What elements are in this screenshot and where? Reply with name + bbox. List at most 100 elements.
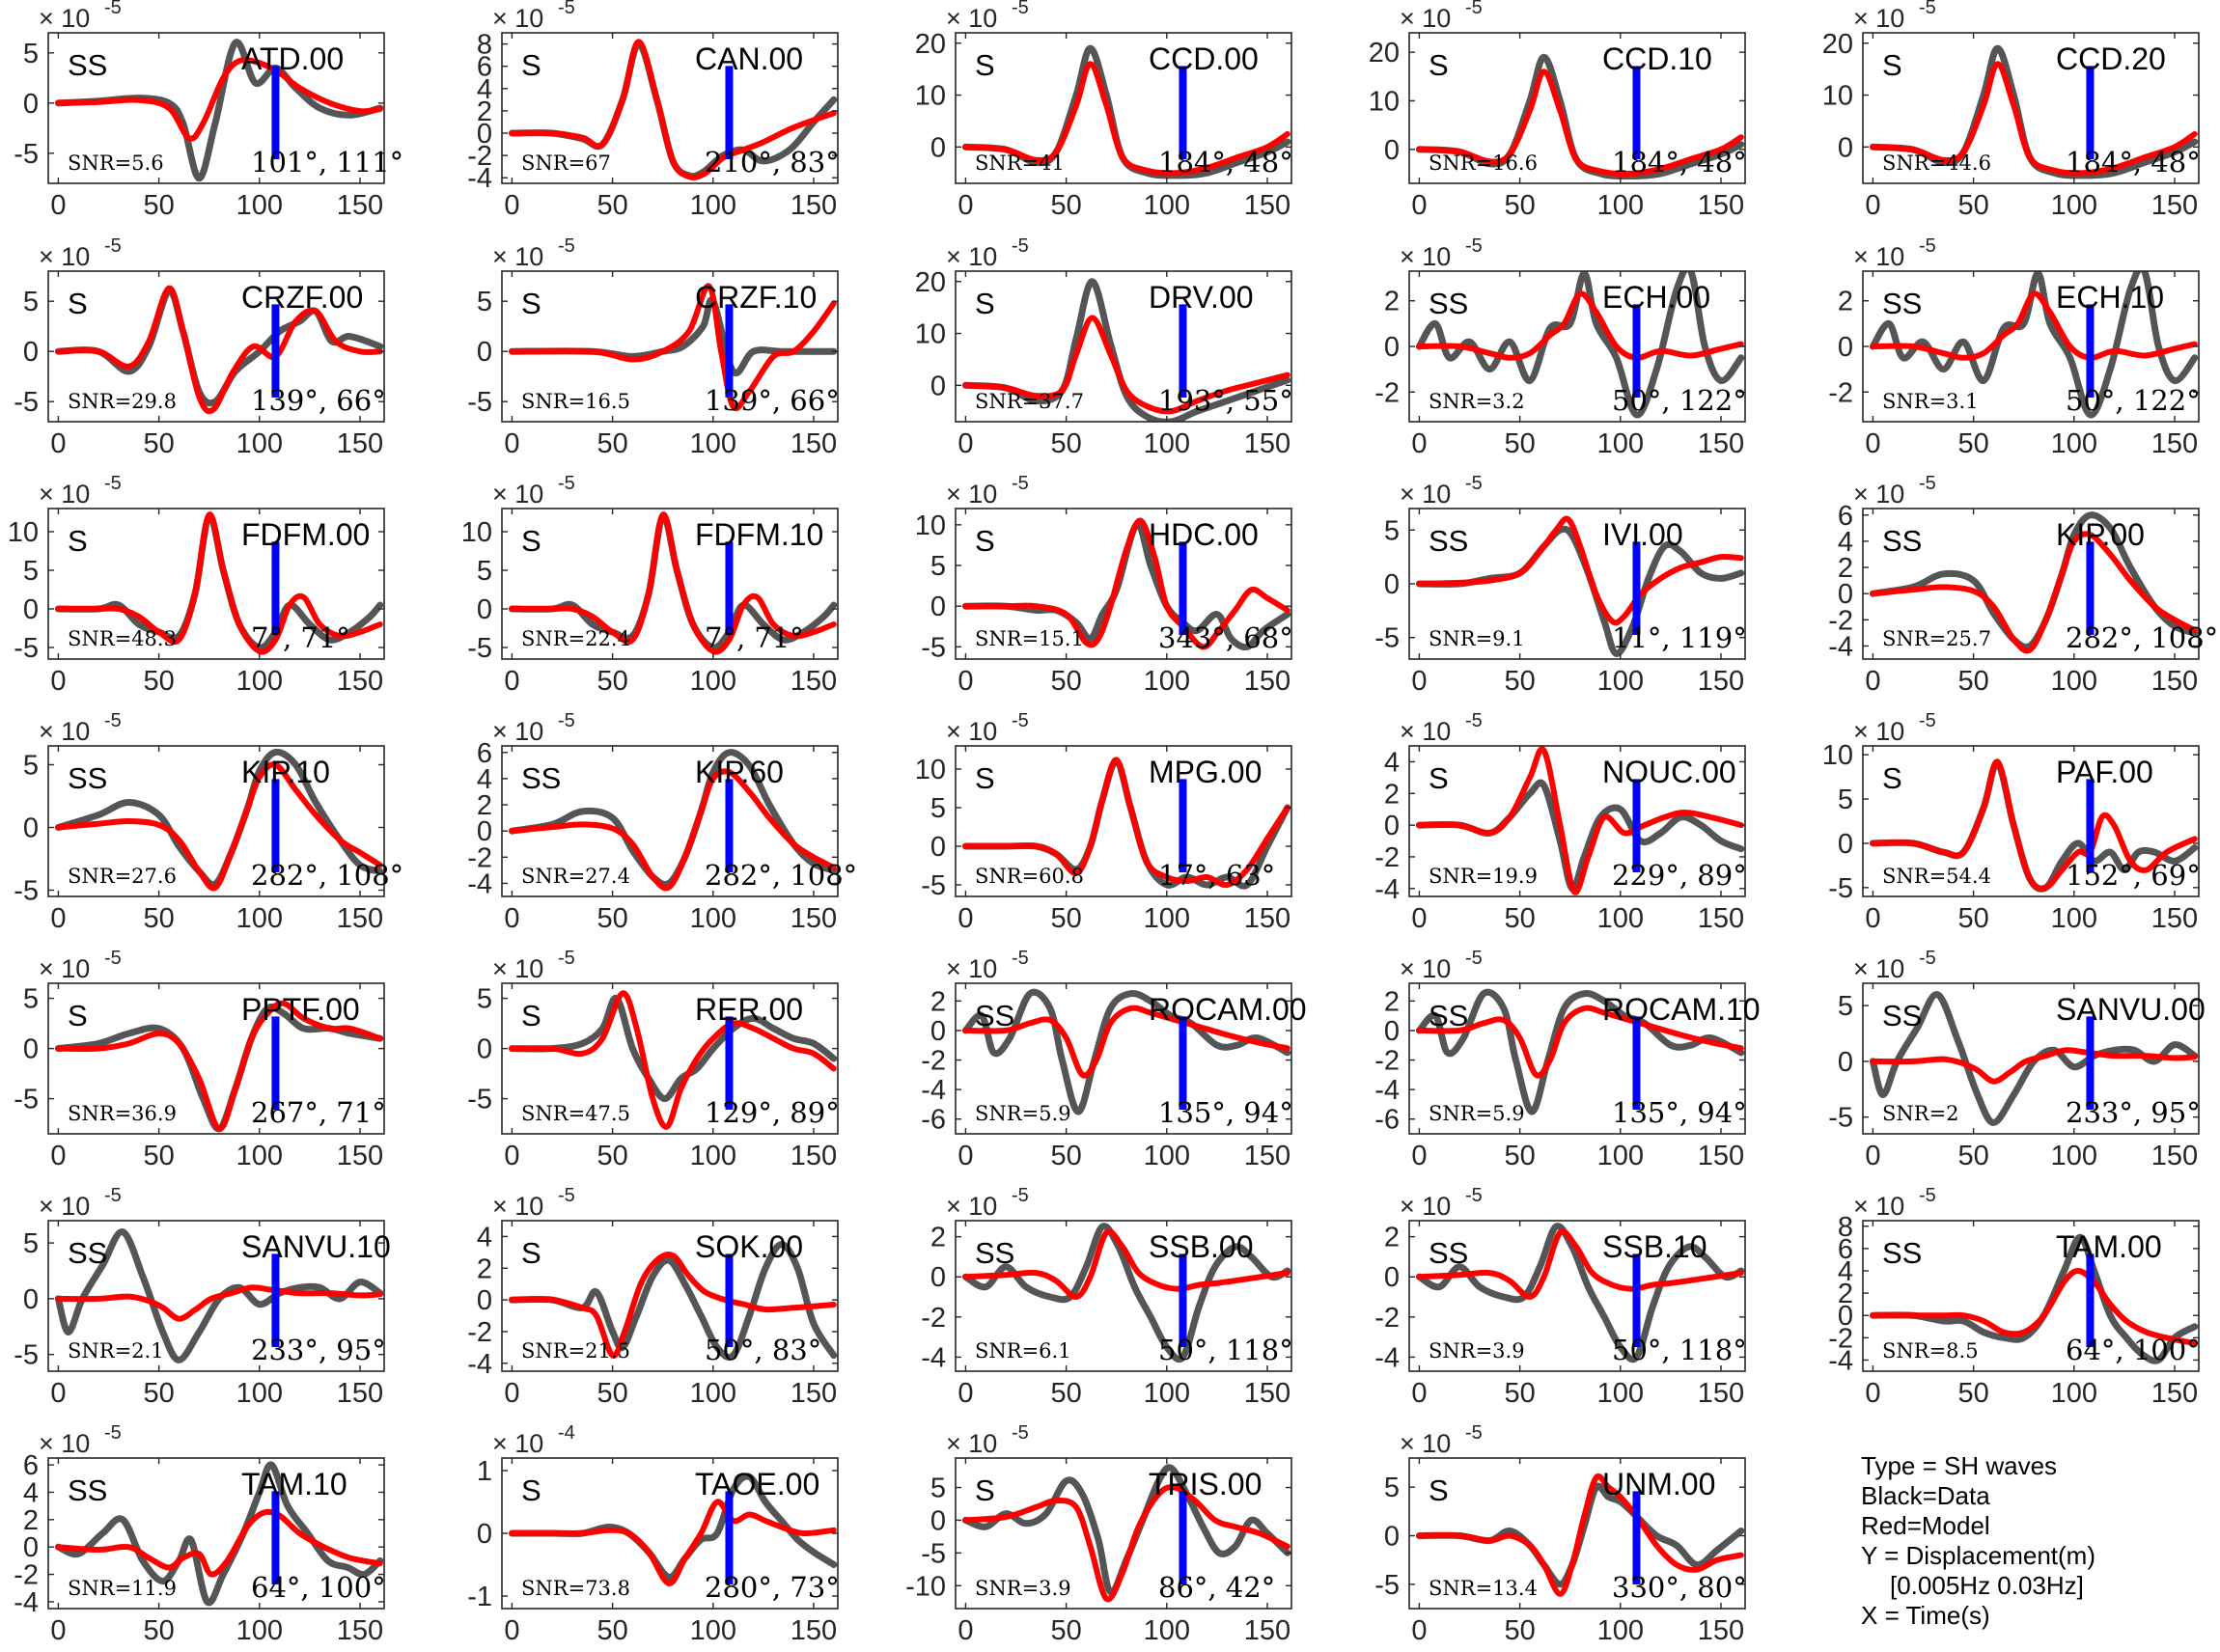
axes-box — [955, 1457, 1292, 1610]
y-exponent-base: × 10 — [1400, 1192, 1451, 1221]
y-tick-label: 0 — [1384, 811, 1400, 841]
y-exponent-base: × 10 — [1853, 480, 1904, 509]
x-tick-label: 100 — [2051, 903, 2097, 934]
azimuth-distance-label: 50°, 118° — [1158, 1334, 1293, 1366]
x-tick-label: 150 — [337, 903, 383, 934]
y-exponent-base: × 10 — [946, 480, 997, 509]
axes-box — [47, 270, 385, 423]
x-tick-label: 0 — [504, 190, 519, 221]
phase-label: SS — [68, 1473, 107, 1507]
y-tick-label: 5 — [23, 984, 39, 1015]
model-trace — [962, 757, 1290, 889]
x-tick-label: 0 — [1411, 666, 1427, 697]
x-tick-label: 0 — [1411, 1615, 1427, 1646]
y-tick-label: -5 — [467, 633, 492, 664]
azimuth-distance-label: 233°, 95° — [2066, 1096, 2201, 1129]
phase-label: SS — [975, 999, 1014, 1032]
y-tick-label: -4 — [467, 868, 492, 899]
x-tick-label: 50 — [1050, 1615, 1081, 1646]
x-tick-label: 0 — [957, 1378, 973, 1409]
y-tick-label: 0 — [1838, 1047, 1853, 1078]
x-tick-label: 100 — [690, 190, 736, 221]
x-tick-label: 50 — [1504, 190, 1535, 221]
phase-label: SS — [1882, 999, 1922, 1032]
station-label: TAM.00 — [2056, 1229, 2162, 1264]
phase-label: S — [521, 524, 541, 558]
x-tick-label: 150 — [337, 1615, 383, 1646]
y-tick-label: -4 — [1374, 874, 1400, 905]
y-tick-label: -4 — [467, 163, 492, 194]
y-tick-label: 2 — [1838, 1279, 1853, 1309]
plot-area — [961, 517, 1291, 651]
model-trace — [509, 283, 837, 412]
y-tick-label: 0 — [1384, 569, 1400, 600]
x-tick-label: 0 — [50, 428, 66, 459]
y-tick-label: 4 — [23, 1477, 39, 1508]
x-tick-label: 100 — [2051, 428, 2097, 459]
plot-area — [1415, 988, 1745, 1115]
y-tick-label: 5 — [23, 556, 39, 587]
model-trace — [1416, 69, 1744, 178]
x-tick-label: 50 — [1504, 903, 1535, 934]
x-tick-label: 0 — [957, 666, 973, 697]
plot-area — [1415, 515, 1745, 657]
phase-label: SS — [975, 1236, 1014, 1270]
model-trace — [55, 285, 383, 415]
x-tick-label: 100 — [1597, 903, 1644, 934]
station-label: TAOE.00 — [695, 1467, 819, 1501]
panel-rer-00: 0 50 100 150 -5 0 5× 10 -5 S RER.00 SNR=47.5 129°, … — [467, 948, 840, 1171]
snr-label: SNR=25.7 — [1882, 627, 1991, 650]
plot-area — [508, 749, 838, 892]
panel-taoe-00: 0 50 100 150 -1 0 1× 10 -4 S TAOE.00 SNR=73.8 280°,… — [467, 1422, 840, 1646]
plot-area — [961, 278, 1291, 422]
azimuth-distance-label: 17°, 63° — [1158, 859, 1275, 892]
snr-label: SNR=60.8 — [975, 865, 1084, 888]
y-exponent-base: × 10 — [492, 4, 543, 33]
y-tick-label: 6 — [1838, 1234, 1853, 1265]
y-tick-label: 0 — [930, 592, 946, 622]
y-exponent-power: -5 — [1919, 1185, 1936, 1206]
x-tick-label: 0 — [50, 666, 66, 697]
phase-label: S — [68, 287, 88, 320]
station-label: UNM.00 — [1602, 1467, 1715, 1501]
y-exponent-base: × 10 — [1400, 717, 1451, 746]
y-tick-label: -2 — [467, 141, 492, 172]
y-exponent-power: -5 — [1465, 235, 1483, 257]
model-trace — [1870, 61, 2198, 177]
azimuth-distance-label: 7°, 71° — [705, 621, 804, 654]
x-tick-label: 100 — [2051, 666, 2097, 697]
station-label: TAM.10 — [241, 1467, 347, 1501]
x-tick-label: 150 — [1244, 1378, 1290, 1409]
y-exponent-power: -5 — [1012, 948, 1029, 969]
y-tick-label: 20 — [915, 29, 946, 60]
station-label: NOUC.00 — [1602, 755, 1736, 789]
azimuth-distance-label: 193°, 55° — [1158, 384, 1293, 417]
snr-label: SNR=3.2 — [1429, 390, 1525, 413]
panel-crzf-10: 0 50 100 150 -5 0 5× 10 -5 S CRZF.10 SNR=16.5 139°,… — [467, 235, 840, 459]
x-tick-label: 50 — [597, 666, 627, 697]
x-tick-label: 0 — [1865, 1378, 1880, 1409]
y-tick-label: -1 — [467, 1582, 492, 1612]
x-tick-label: 100 — [1144, 1378, 1190, 1409]
phase-label: S — [68, 524, 88, 558]
snr-label: SNR=19.9 — [1429, 865, 1538, 888]
y-exponent-base: × 10 — [1853, 4, 1904, 33]
x-tick-label: 150 — [1698, 190, 1744, 221]
x-tick-label: 50 — [1050, 1141, 1081, 1171]
y-tick-label: 8 — [477, 30, 492, 61]
data-trace — [54, 1228, 384, 1363]
plot-area — [1869, 511, 2199, 654]
axes-box — [47, 32, 385, 184]
model-trace — [1416, 746, 1744, 895]
x-tick-label: 0 — [1411, 1378, 1427, 1409]
x-tick-label: 100 — [236, 1141, 283, 1171]
y-exponent-base: × 10 — [492, 1429, 543, 1458]
x-tick-label: 100 — [1597, 1378, 1644, 1409]
x-tick-label: 100 — [236, 1615, 283, 1646]
x-tick-label: 150 — [2151, 428, 2198, 459]
y-tick-label: 10 — [1369, 86, 1400, 117]
y-tick-label: 6 — [477, 738, 492, 769]
phase-label: S — [521, 48, 541, 82]
y-tick-label: 0 — [1384, 332, 1400, 363]
